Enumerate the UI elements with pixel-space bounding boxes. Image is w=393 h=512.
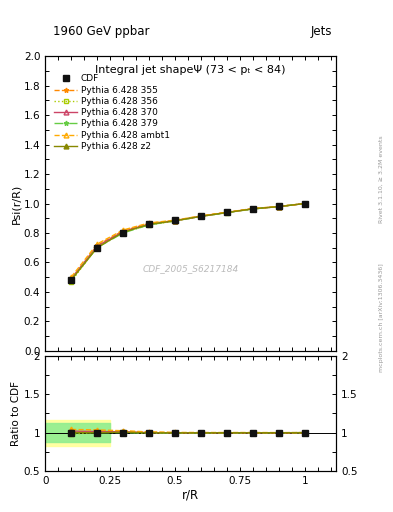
Text: Jets: Jets <box>310 26 332 38</box>
Text: mcplots.cern.ch [arXiv:1306.3436]: mcplots.cern.ch [arXiv:1306.3436] <box>379 263 384 372</box>
Text: 1960 GeV ppbar: 1960 GeV ppbar <box>53 26 150 38</box>
Y-axis label: Ratio to CDF: Ratio to CDF <box>11 381 21 446</box>
Text: CDF_2005_S6217184: CDF_2005_S6217184 <box>143 264 239 273</box>
Y-axis label: Psi(r/R): Psi(r/R) <box>11 183 21 224</box>
Text: Integral jet shapeΨ (73 < pₜ < 84): Integral jet shapeΨ (73 < pₜ < 84) <box>95 65 286 75</box>
Text: Rivet 3.1.10, ≥ 3.2M events: Rivet 3.1.10, ≥ 3.2M events <box>379 135 384 223</box>
Legend: CDF, Pythia 6.428 355, Pythia 6.428 356, Pythia 6.428 370, Pythia 6.428 379, Pyt: CDF, Pythia 6.428 355, Pythia 6.428 356,… <box>53 73 171 153</box>
X-axis label: r/R: r/R <box>182 488 199 502</box>
